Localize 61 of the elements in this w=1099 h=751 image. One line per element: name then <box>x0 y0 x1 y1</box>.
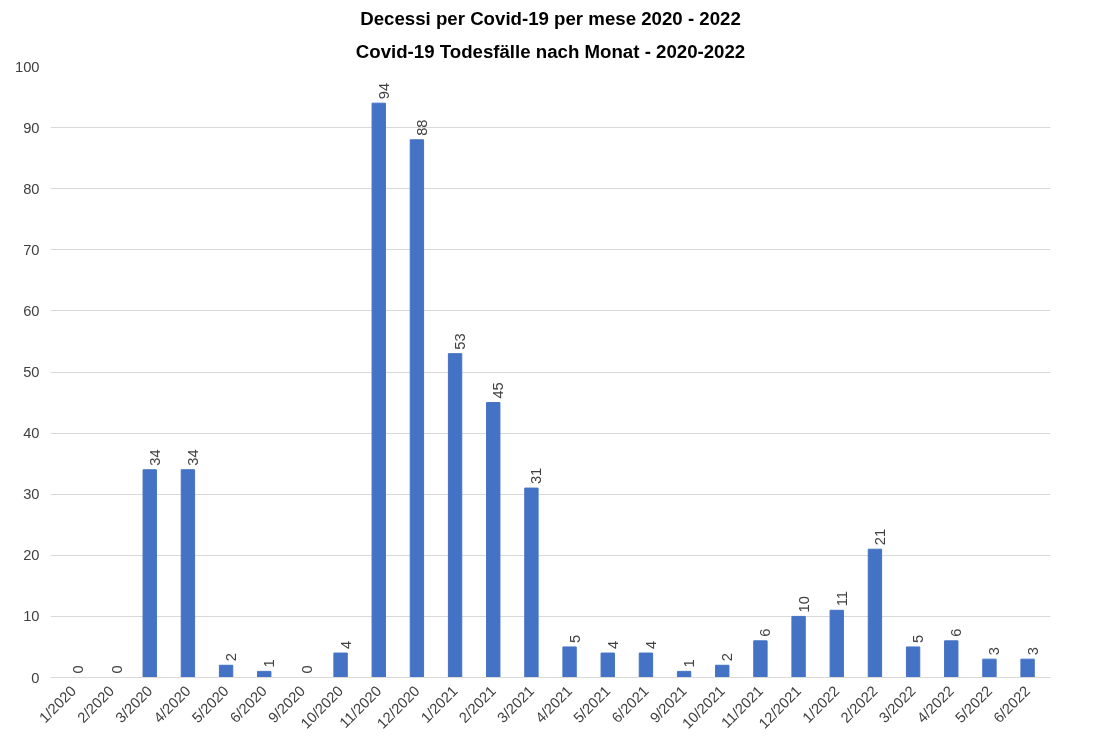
y-tick-label: 80 <box>23 180 40 197</box>
data-label: 0 <box>70 665 87 674</box>
data-label: 31 <box>528 467 545 485</box>
data-label: 34 <box>184 449 201 466</box>
bar <box>142 469 157 678</box>
bar <box>867 548 883 678</box>
bar <box>218 664 234 678</box>
y-tick-label: 70 <box>23 241 40 258</box>
bar <box>638 652 654 678</box>
y-tick-label: 0 <box>31 669 40 686</box>
bar <box>753 640 768 678</box>
y-tick-label: 20 <box>23 547 40 564</box>
data-label: 3 <box>986 647 1003 656</box>
bar <box>333 652 348 678</box>
bar <box>829 609 844 678</box>
bar <box>944 640 959 678</box>
data-label: 4 <box>604 640 621 650</box>
bar <box>257 670 272 678</box>
data-label: 11 <box>833 591 850 607</box>
data-label: 1 <box>681 659 698 668</box>
data-label: 1 <box>261 659 278 668</box>
y-tick-label: 10 <box>23 608 40 625</box>
chart-title: Decessi per Covid-19 per mese 2020 - 2022 <box>360 7 741 29</box>
bar <box>371 102 386 678</box>
bar <box>486 402 501 678</box>
chart-subtitle: Covid-19 Todesfälle nach Monat - 2020-2022 <box>355 40 746 62</box>
bar <box>180 469 196 678</box>
data-label: 2 <box>719 653 736 662</box>
bar <box>715 664 730 678</box>
bar <box>1020 658 1035 678</box>
data-label: 10 <box>795 596 812 613</box>
data-label: 4 <box>642 640 659 650</box>
bar <box>447 353 463 678</box>
bar <box>791 615 806 678</box>
y-tick-label: 30 <box>23 486 40 503</box>
data-label: 5 <box>910 634 927 643</box>
data-label: 45 <box>490 382 507 399</box>
y-tick-label: 60 <box>23 302 40 319</box>
data-label: 53 <box>452 333 469 350</box>
data-label: 0 <box>108 665 125 674</box>
data-label: 2 <box>223 653 240 662</box>
y-tick-label: 100 <box>15 58 40 75</box>
y-tick-label: 50 <box>23 364 40 380</box>
bar <box>905 646 921 678</box>
bar <box>562 646 577 678</box>
y-tick-label: 40 <box>23 425 40 442</box>
data-label: 21 <box>871 528 888 546</box>
bar <box>409 139 425 678</box>
data-label: 0 <box>299 665 316 674</box>
bar <box>982 658 997 678</box>
data-label: 5 <box>566 634 583 643</box>
data-label: 6 <box>757 628 774 637</box>
data-label: 88 <box>413 119 430 136</box>
data-label: 4 <box>337 640 354 650</box>
data-label: 94 <box>375 82 392 100</box>
y-tick-label: 90 <box>23 119 40 136</box>
data-label: 3 <box>1024 647 1041 656</box>
data-label: 34 <box>146 449 163 466</box>
bar <box>524 487 539 678</box>
bar <box>600 652 615 678</box>
data-label: 6 <box>948 628 965 637</box>
